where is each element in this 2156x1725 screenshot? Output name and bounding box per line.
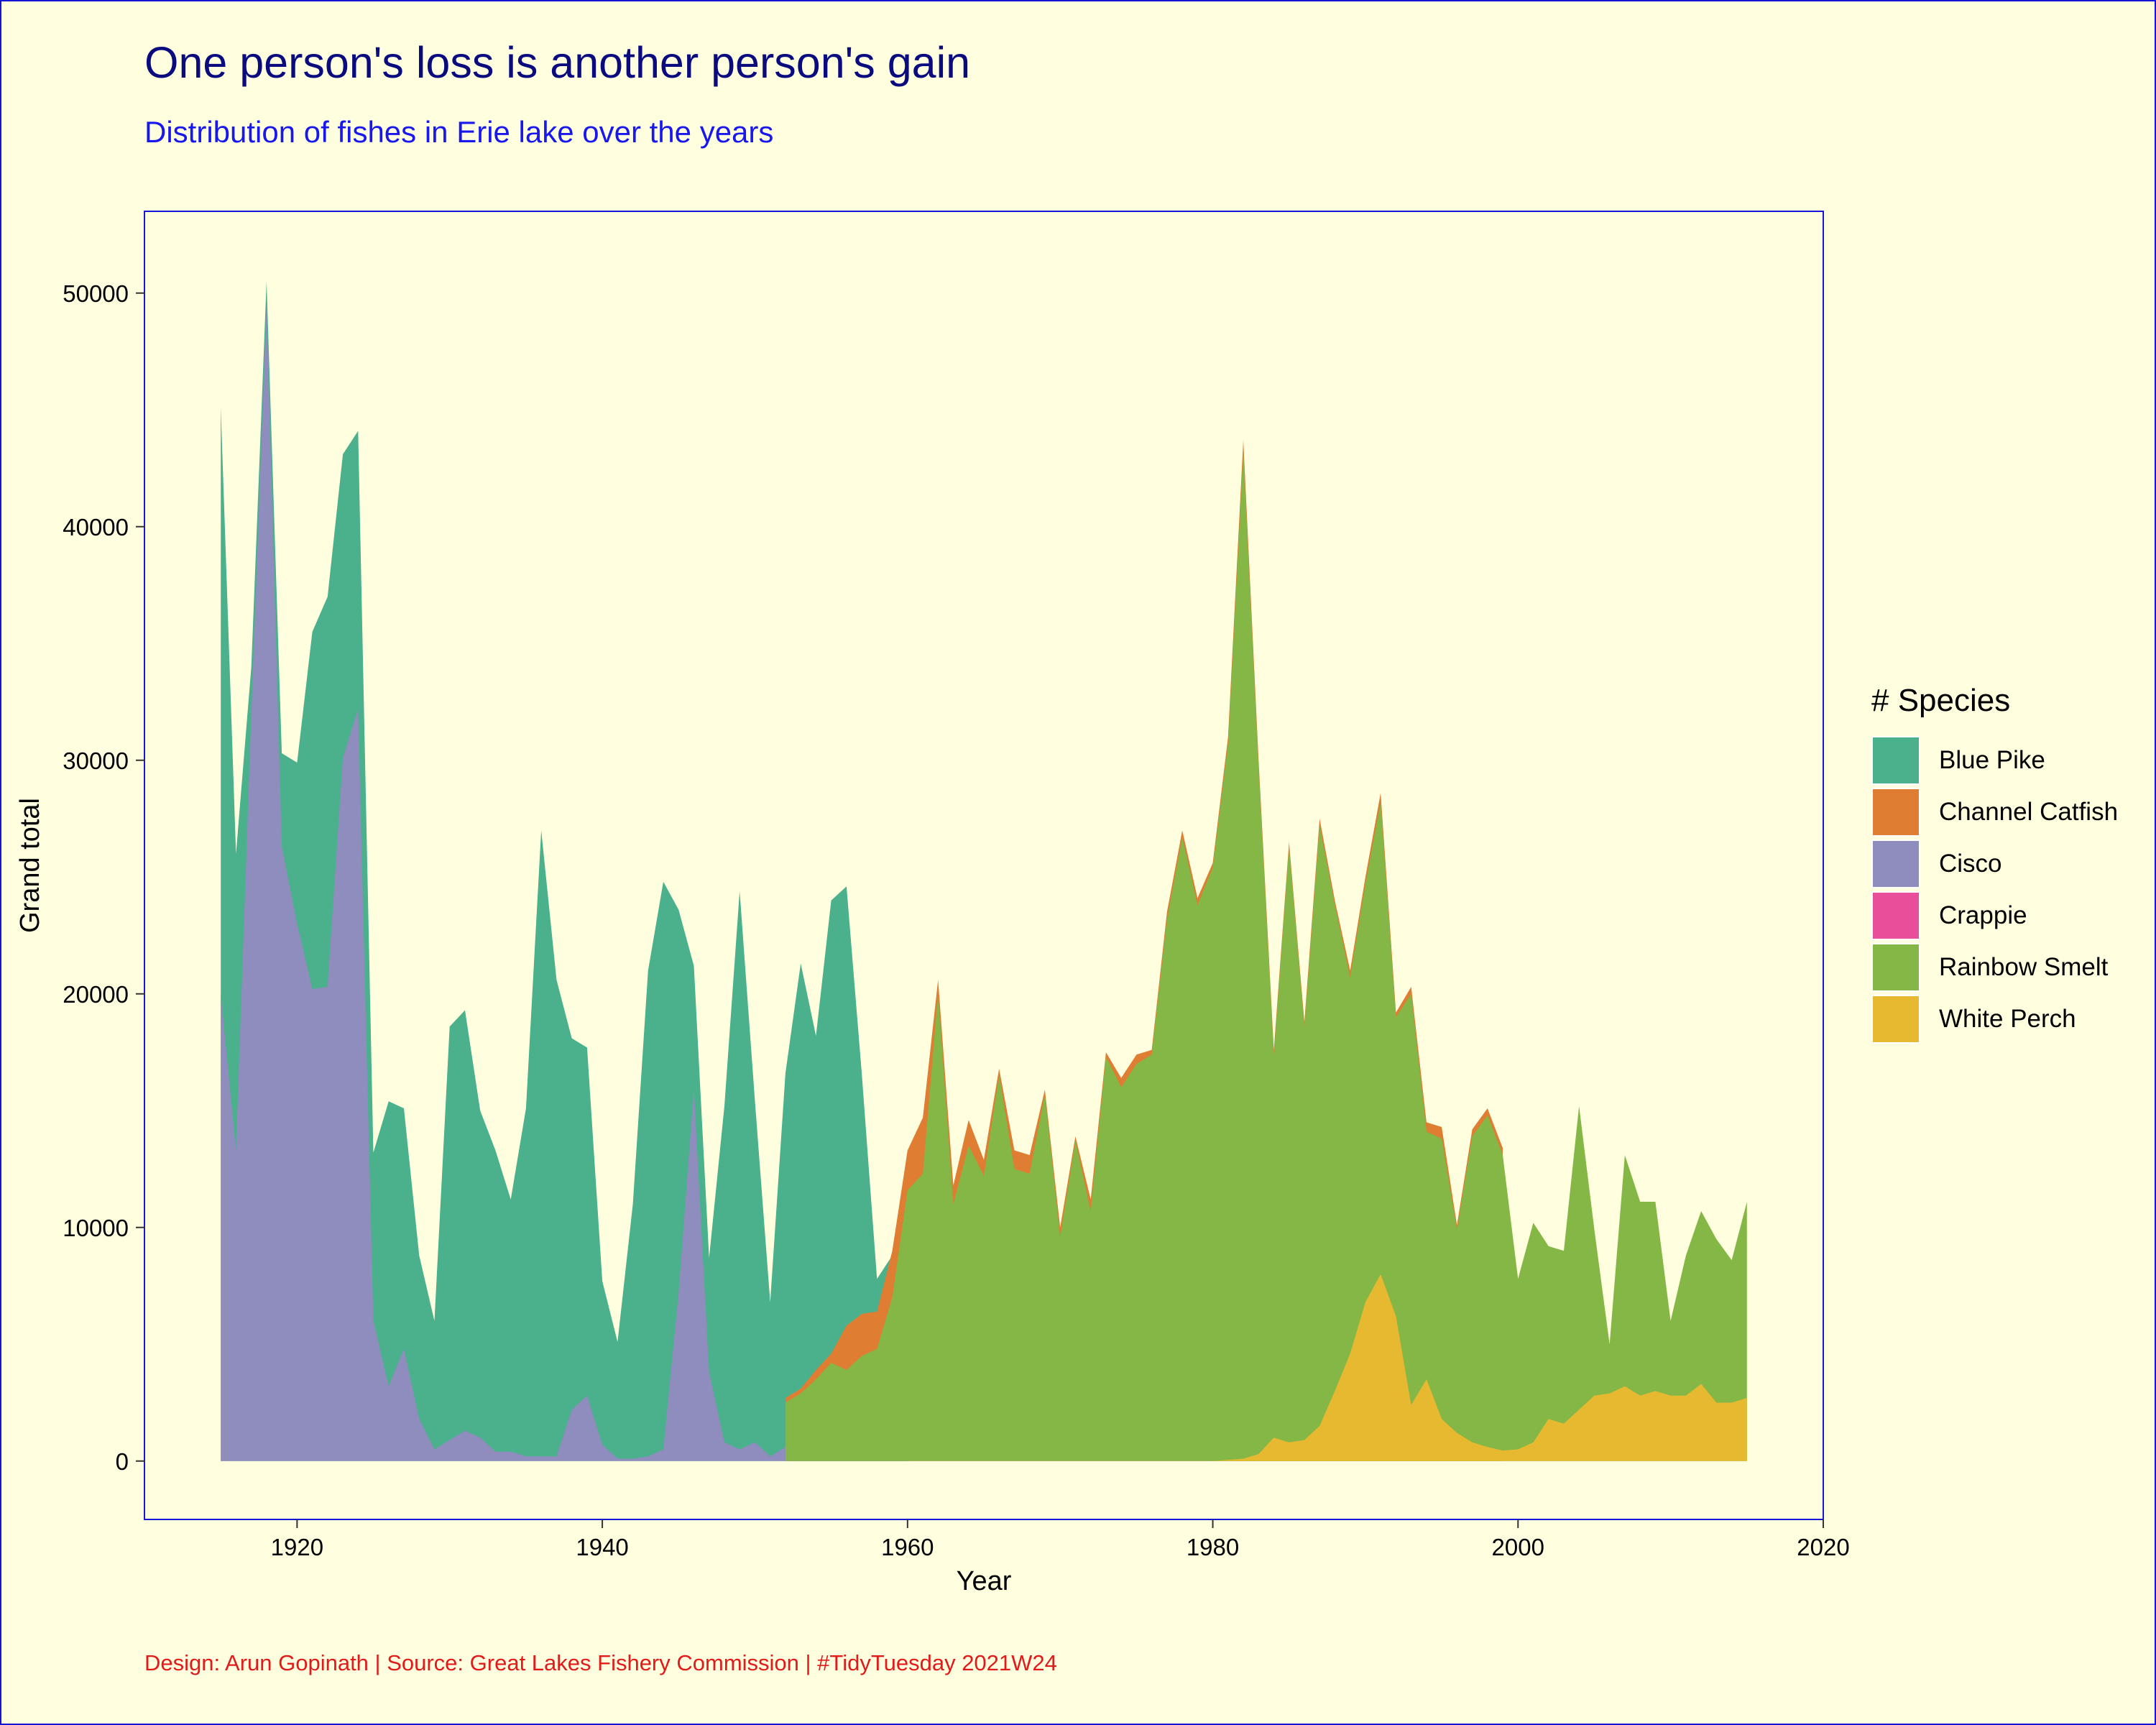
y-tick-label: 20000 [63,981,129,1008]
area-layer [221,281,1747,1461]
caption: Design: Arun Gopinath | Source: Great La… [144,1650,1057,1675]
legend-title: # Species [1871,683,2011,718]
legend-key-swatch [1871,891,1920,940]
x-tick-label: 2020 [1797,1534,1849,1560]
y-tick-label: 0 [116,1448,129,1475]
legend-key-swatch [1871,995,1920,1044]
legend-item-crappie: Crappie [1871,890,2118,942]
y-axis-label: Grand total [15,798,45,933]
area-cisco [221,305,908,1461]
x-axis-label: Year [957,1566,1012,1596]
legend-items: Blue Pike Channel Catfish Cisco Crappie Rain… [1871,735,2118,1045]
x-tick-label: 1980 [1187,1534,1239,1560]
x-tick-label: 1960 [881,1534,934,1560]
area-white-perch [1212,1274,1747,1461]
legend-key-swatch [1871,943,1920,992]
panel-border [144,211,1824,1520]
legend-item-blue-pike: Blue Pike [1871,735,2118,786]
area-rainbow-smelt [785,451,1747,1461]
legend-key-swatch [1871,736,1920,785]
x-tick-label: 1920 [271,1534,323,1560]
x-tick-label: 1940 [576,1534,628,1560]
legend-item-rainbow-smelt: Rainbow Smelt [1871,942,2118,993]
y-tick-label: 40000 [63,514,129,540]
legend-label: Cisco [1939,850,2002,878]
legend-key-swatch [1871,840,1920,888]
chart-title: One person's loss is another person's ga… [144,38,971,87]
legend-item-white-perch: White Perch [1871,993,2118,1045]
legend: # Species Blue Pike Channel Catfish Cisco C… [1871,683,2118,1045]
x-tick-label: 2000 [1492,1534,1544,1560]
legend-label: Crappie [1939,901,2027,929]
y-tick-label: 10000 [63,1215,129,1241]
x-axis: 1920 1940 1960 1980 2000 2020 [271,1519,1850,1560]
chart-subtitle: Distribution of fishes in Erie lake over… [144,115,774,149]
legend-item-channel-catfish: Channel Catfish [1871,786,2118,838]
y-tick-label: 50000 [63,280,129,307]
y-tick-label: 30000 [63,748,129,774]
legend-key-swatch [1871,788,1920,837]
legend-label: Rainbow Smelt [1939,953,2109,981]
area-blue-pike [221,281,908,1461]
legend-label: Channel Catfish [1939,798,2119,826]
legend-label: White Perch [1939,1005,2076,1033]
legend-item-cisco: Cisco [1871,838,2118,890]
y-axis: 0 10000 20000 30000 40000 50000 [63,280,144,1475]
legend-label: Blue Pike [1939,746,2045,774]
